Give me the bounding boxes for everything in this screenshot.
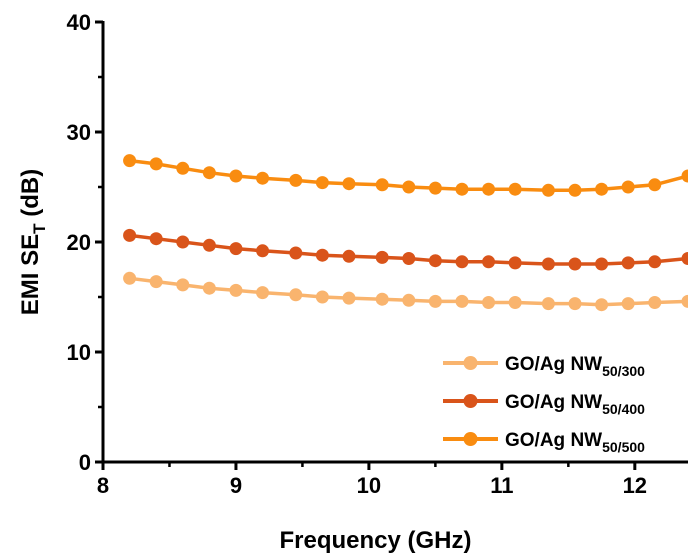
x-axis-label: Frequency (GHz) [279,527,471,554]
data-point [648,255,662,269]
data-point [648,178,662,192]
y-tick-label: 20 [67,230,91,255]
data-point [202,166,216,180]
series-50-300 [123,271,688,312]
data-point [508,256,522,270]
data-point [315,176,329,190]
data-point [149,157,163,171]
data-point [508,182,522,196]
data-point [176,161,190,175]
data-point [648,296,662,309]
legend-swatch-marker [463,394,478,408]
data-point [342,249,356,263]
data-point [229,242,243,256]
data-point [256,286,270,300]
data-point [541,297,555,311]
data-point [402,252,416,265]
data-point [568,183,582,197]
data-point [541,183,555,197]
y-axis-label-main: EMI SE [17,234,44,315]
data-point [428,294,442,308]
data-point [428,254,442,268]
legend-item: GO/Ag NW50/500 [443,430,645,455]
legend-label: GO/Ag NW50/500 [505,430,645,455]
x-tick-label: 12 [623,473,647,498]
y-tick-label: 0 [79,450,91,475]
data-point [289,288,303,302]
data-point [315,290,329,304]
data-point [176,235,190,249]
legend: GO/Ag NW50/300 GO/Ag NW50/400 GO/Ag NW50/5… [443,354,645,455]
data-point [176,278,190,292]
legend-label: GO/Ag NW50/400 [505,392,645,417]
series-50-500 [123,154,688,197]
data-point [149,275,163,289]
data-point [289,173,303,187]
data-point [568,297,582,311]
data-point [621,297,635,311]
x-tick-label: 11 [490,473,513,498]
data-point [681,169,688,183]
data-point [123,271,137,285]
data-point [229,283,243,297]
data-point [375,292,389,306]
data-point [595,298,609,312]
y-axis-label-suffix: (dB) [17,169,44,224]
data-point [202,238,216,252]
x-tick-label: 9 [230,473,242,498]
legend-label: GO/Ag NW50/300 [505,354,645,379]
data-point [482,255,496,269]
y-axis-label-sub: T [30,223,49,234]
y-tick-label: 30 [67,120,91,145]
data-point [595,182,609,196]
data-point [375,178,389,192]
data-point [621,180,635,194]
data-point [455,255,469,269]
data-point [508,296,522,309]
legend-item: GO/Ag NW50/300 [443,354,645,379]
data-point [568,257,582,271]
data-point [681,252,688,265]
data-point [681,294,688,308]
data-point [455,294,469,308]
data-point [455,182,469,196]
data-point [342,177,356,191]
data-point [482,296,496,309]
data-point [428,181,442,195]
data-point [375,250,389,264]
legend-swatch-marker [463,432,478,446]
data-point [123,228,137,242]
data-point [541,257,555,271]
legend-swatch-marker [463,356,478,370]
data-point [595,257,609,271]
legend-item: GO/Ag NW50/400 [443,392,645,417]
x-tick-label: 10 [357,473,381,498]
data-point [256,244,270,258]
data-point [342,291,356,305]
y-axis-label: EMI SET (dB) [17,169,49,315]
data-point [123,154,137,168]
x-tick-label: 8 [97,473,109,498]
series-50-400 [123,228,688,271]
data-point [621,256,635,270]
data-point [315,248,329,262]
data-point [229,169,243,183]
data-point [402,293,416,307]
data-point [482,182,496,196]
y-tick-label: 10 [67,340,91,365]
y-tick-label: 40 [67,10,91,35]
data-point [289,246,303,260]
data-point [256,171,270,185]
data-point [149,232,163,246]
data-point [202,281,216,295]
data-point [402,180,416,194]
